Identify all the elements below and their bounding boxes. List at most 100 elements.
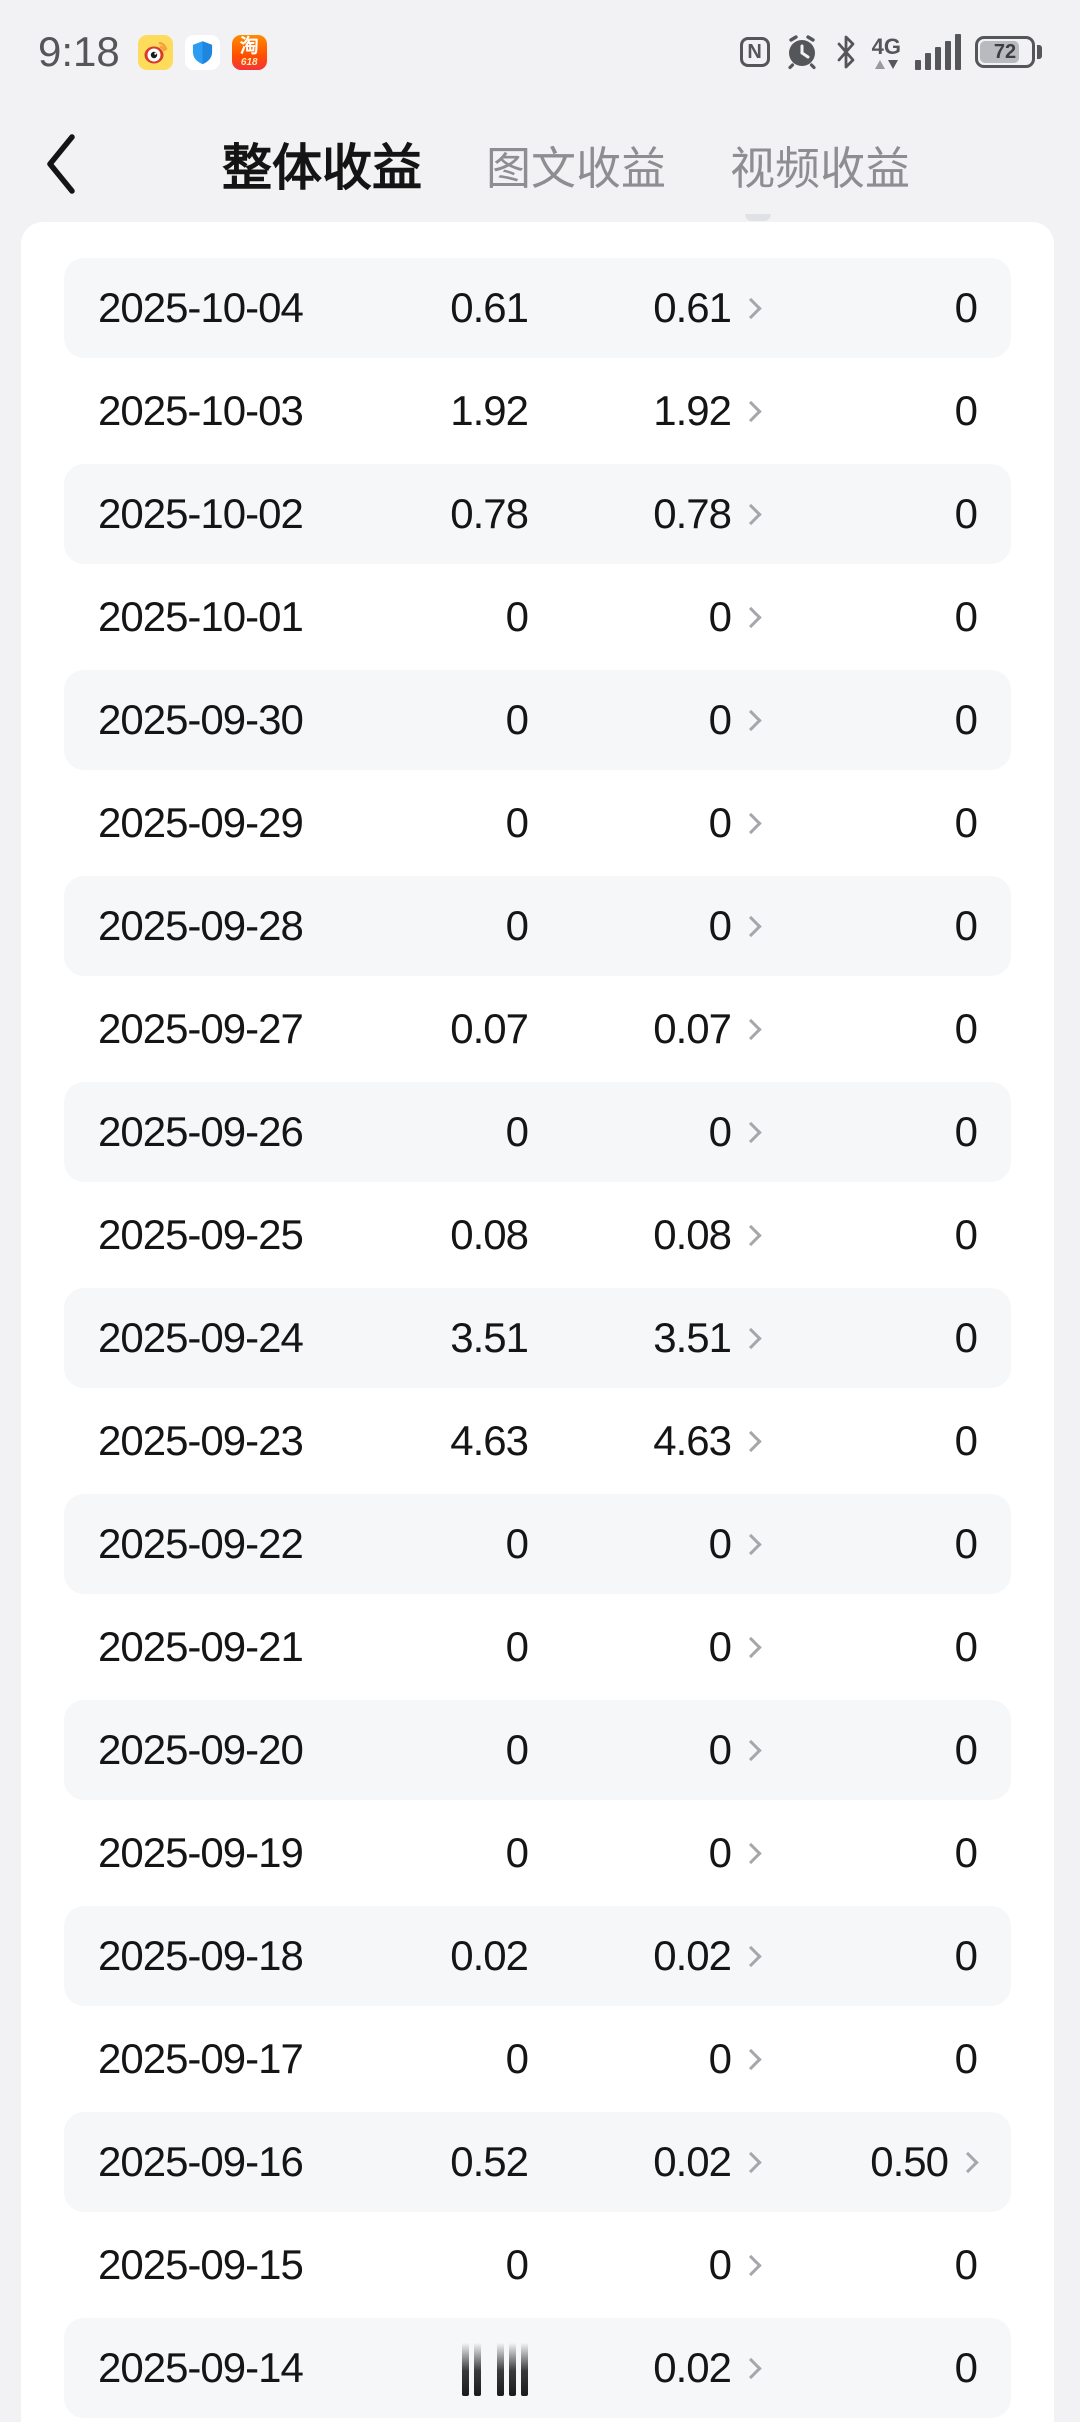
row-text-income-link[interactable]: 0 [528,593,762,641]
row-total-income: 0 [505,593,529,640]
table-row: 2025-09-20 0 0 0 [64,1700,1011,1800]
row-text-income-link[interactable]: 0.78 [528,490,762,538]
row-text-income-link[interactable]: 0.02 [528,2138,762,2186]
row-text-income-link[interactable]: 0.02 [528,1932,762,1980]
chevron-right-icon [740,1842,762,1864]
row-date: 2025-10-01 [98,593,304,640]
table-row: 2025-09-16 0.52 0.02 0.50 [64,2112,1011,2212]
row-date: 2025-09-14 [98,2344,304,2391]
table-row: 2025-10-03 1.92 1.92 0 [64,361,1011,461]
row-date: 2025-09-17 [98,2035,304,2082]
security-shield-notification-icon [184,34,220,70]
income-table: 2025-10-04 0.61 0.61 0 2025-10-03 1.92 1.92 0 20… [21,258,1054,2418]
row-text-income-link[interactable]: 0.02 [528,2344,762,2392]
row-video-income: 0 [954,2241,978,2288]
table-row: 2025-10-04 0.61 0.61 0 [64,258,1011,358]
row-text-income-link[interactable]: 0.61 [528,284,762,332]
row-total-income: 0 [505,1829,529,1876]
row-video-income: 0 [954,284,978,331]
taobao-notification-icon: 淘 618 [231,34,267,70]
row-video-income: 0 [954,696,978,743]
row-text-income-link[interactable]: 0.08 [528,1211,762,1259]
loading-blur-digits [457,2340,528,2396]
row-total-income: 3.51 [450,1314,529,1361]
chevron-right-icon [740,915,762,937]
row-date: 2025-09-26 [98,1108,304,1155]
row-video-income: 0 [954,1108,978,1155]
nfc-icon: N [739,37,770,67]
chevron-right-icon [740,1327,762,1349]
row-total-income: 0 [505,1726,529,1773]
row-date: 2025-10-03 [98,387,304,434]
row-text-income-link[interactable]: 0.07 [528,1005,762,1053]
chevron-right-icon [740,2151,762,2173]
table-row: 2025-09-29 0 0 0 [64,773,1011,873]
row-total-income: 0 [505,2035,529,2082]
chevron-right-icon [740,1533,762,1555]
battery-nub [1037,45,1042,59]
chevron-right-icon [740,503,762,525]
row-date: 2025-09-24 [98,1314,304,1361]
status-bar-right: N 4G [726,34,1042,70]
row-date: 2025-09-23 [98,1417,304,1464]
row-text-income-link[interactable]: 0 [528,2241,762,2289]
row-total-income: 0 [505,1108,529,1155]
row-video-income: 0 [954,1726,978,1773]
row-text-income-link[interactable]: 0 [528,1623,762,1671]
row-text-income-link[interactable]: 3.51 [528,1314,762,1362]
row-text-income-link[interactable]: 0 [528,1726,762,1774]
clock-time: 9:18 [38,28,120,75]
row-text-income-link[interactable]: 0 [528,2035,762,2083]
tab-overall-income[interactable]: 整体收益 [222,140,422,196]
chevron-right-icon [740,1636,762,1658]
row-total-income: 0 [505,799,529,846]
row-date: 2025-09-21 [98,1623,304,1670]
row-total-income: 0.52 [450,2138,529,2185]
table-row: 2025-09-19 0 0 0 [64,1803,1011,1903]
back-button[interactable] [40,126,104,202]
row-total-income: 0 [505,2241,529,2288]
table-row: 2025-09-21 0 0 0 [64,1597,1011,1697]
row-total-income: 0 [505,1520,529,1567]
row-video-income: 0 [954,1829,978,1876]
row-video-income: 0 [954,490,978,537]
row-text-income-link[interactable]: 1.92 [528,387,762,435]
table-row: 2025-09-30 0 0 0 [64,670,1011,770]
table-row: 2025-09-27 0.07 0.07 0 [64,979,1011,1079]
row-text-income-link[interactable]: 0 [528,1108,762,1156]
bluetooth-icon [834,34,858,70]
row-video-income: 0 [954,1211,978,1258]
row-video-income: 0 [954,1932,978,1979]
row-total-income: 4.63 [450,1417,529,1464]
table-row: 2025-09-17 0 0 0 [64,2009,1011,2109]
row-date: 2025-09-28 [98,902,304,949]
status-bar: 9:18 淘 618 N [0,0,1080,94]
table-row: 2025-09-22 0 0 0 [64,1494,1011,1594]
table-row: 2025-09-23 4.63 4.63 0 [64,1391,1011,1491]
row-total-income: 1.92 [450,387,529,434]
row-video-income-link[interactable]: 0.50 [760,2138,979,2186]
row-text-income-link[interactable]: 0 [528,1829,762,1877]
row-video-income: 0 [954,593,978,640]
table-row: 2025-09-24 3.51 3.51 0 [64,1288,1011,1388]
scrolled-row-remnant [745,214,771,221]
row-text-income-link[interactable]: 0 [528,902,762,950]
status-bar-left: 9:18 淘 618 [38,28,279,76]
chevron-right-icon [957,2151,979,2173]
row-date: 2025-09-22 [98,1520,304,1567]
chevron-right-icon [740,400,762,422]
row-text-income-link[interactable]: 0 [528,696,762,744]
tab-article-income[interactable]: 图文收益 [486,142,667,194]
row-text-income-link[interactable]: 0 [528,799,762,847]
row-text-income-link[interactable]: 0 [528,1520,762,1568]
chevron-right-icon [740,606,762,628]
chevron-right-icon [740,1430,762,1452]
row-text-income-link[interactable]: 4.63 [528,1417,762,1465]
row-video-income: 0 [954,2035,978,2082]
row-date: 2025-09-15 [98,2241,304,2288]
income-card: 2025-10-04 0.61 0.61 0 2025-10-03 1.92 1.92 0 20… [21,222,1054,2422]
tab-video-income[interactable]: 视频收益 [730,142,911,194]
chevron-right-icon [740,2048,762,2070]
row-video-income: 0 [954,1005,978,1052]
table-row: 2025-09-18 0.02 0.02 0 [64,1906,1011,2006]
